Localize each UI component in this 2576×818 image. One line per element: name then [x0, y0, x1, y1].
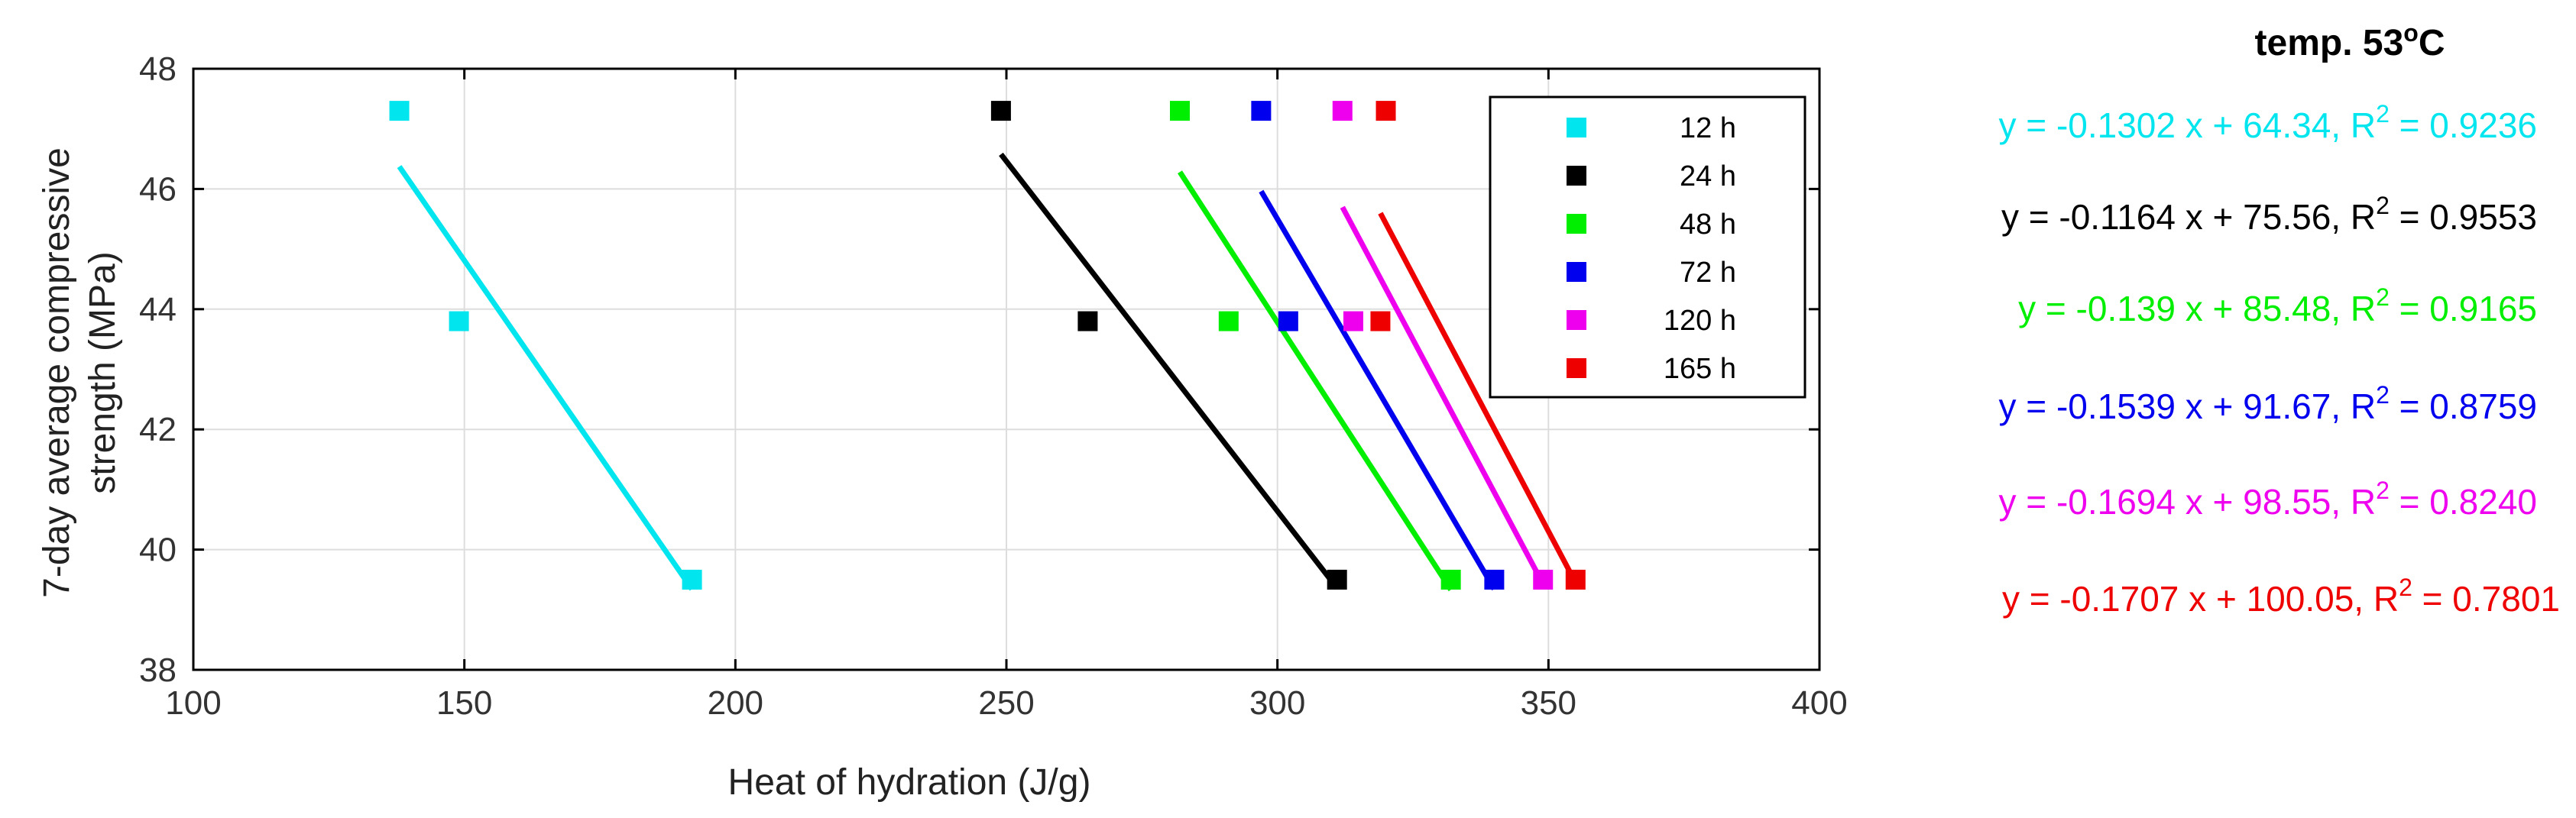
- legend-label-165-h: 165 h: [1664, 353, 1736, 385]
- x-tick-label: 350: [1521, 684, 1576, 722]
- data-point-24-h: [1327, 569, 1347, 590]
- chart-title: temp. 53oC: [2255, 19, 2445, 63]
- data-point-72-h: [1278, 311, 1298, 331]
- legend-label-48-h: 48 h: [1680, 209, 1736, 241]
- legend-marker-72-h: [1567, 262, 1586, 282]
- x-tick-label: 200: [708, 684, 763, 722]
- data-point-165-h: [1370, 311, 1391, 331]
- legend-label-120-h: 120 h: [1664, 305, 1736, 337]
- fit-line-120-h: [1340, 205, 1546, 586]
- title-unit: C: [2419, 23, 2445, 63]
- data-point-12-h: [682, 569, 702, 590]
- x-tick-label: 100: [165, 684, 221, 722]
- legend-label-12-h: 12 h: [1680, 112, 1736, 144]
- y-axis-title-line1: 7-day average compressive: [37, 147, 77, 598]
- equation-120-h: y = -0.1694 x + 98.55, R2 = 0.8240: [1999, 477, 2537, 522]
- data-point-165-h: [1565, 569, 1586, 590]
- data-point-120-h: [1533, 569, 1554, 590]
- equation-165-h: y = -0.1707 x + 100.05, R2 = 0.7801: [2002, 574, 2560, 619]
- data-points: [389, 101, 1586, 590]
- fit-line-72-h: [1259, 189, 1497, 590]
- y-tick-label: 44: [139, 291, 177, 328]
- data-point-120-h: [1332, 101, 1353, 121]
- data-point-48-h: [1169, 101, 1190, 121]
- fit-line-48-h: [1178, 170, 1453, 592]
- legend-marker-24-h: [1567, 166, 1586, 186]
- ticks-layer: 100 150 200 250 300 350 400 38 40 42 44 46 48: [139, 50, 1848, 722]
- x-tick-label: 400: [1791, 684, 1847, 722]
- fit-lines: [397, 152, 1578, 592]
- x-axis-title: Heat of hydration (J/g): [728, 762, 1091, 803]
- equation-12-h: y = -0.1302 x + 64.34, R2 = 0.9236: [1999, 100, 2537, 145]
- y-tick-label: 48: [139, 50, 177, 88]
- y-tick-label: 38: [139, 651, 177, 689]
- y-tick-label: 42: [139, 411, 177, 448]
- fit-line-165-h: [1378, 212, 1578, 584]
- data-point-24-h: [990, 101, 1011, 121]
- x-tick-label: 150: [436, 684, 492, 722]
- x-tick-label: 300: [1249, 684, 1305, 722]
- data-point-120-h: [1343, 311, 1363, 331]
- equations: y = -0.1302 x + 64.34, R2 = 0.9236 y = -0…: [1999, 100, 2560, 619]
- y-tick-label: 46: [139, 170, 177, 208]
- equation-24-h: y = -0.1164 x + 75.56, R2 = 0.9553: [2001, 192, 2537, 237]
- legend-box: [1489, 95, 1806, 399]
- data-point-72-h: [1484, 569, 1505, 590]
- legend-marker-120-h: [1567, 310, 1586, 330]
- data-point-12-h: [389, 101, 410, 121]
- data-point-12-h: [449, 311, 469, 331]
- equation-72-h: y = -0.1539 x + 91.67, R2 = 0.8759: [1999, 381, 2537, 426]
- data-point-48-h: [1440, 569, 1461, 590]
- title-degree: o: [2403, 19, 2419, 47]
- data-point-165-h: [1375, 101, 1396, 121]
- data-point-72-h: [1251, 101, 1272, 121]
- legend: 12 h 24 h 48 h 72 h 120 h 165 h: [1489, 95, 1806, 399]
- fit-line-24-h: [999, 152, 1340, 590]
- data-point-24-h: [1077, 311, 1098, 331]
- legend-marker-165-h: [1567, 358, 1586, 378]
- y-tick-label: 40: [139, 532, 177, 569]
- data-point-48-h: [1218, 311, 1239, 331]
- x-tick-label: 250: [978, 684, 1034, 722]
- legend-marker-12-h: [1567, 118, 1586, 137]
- legend-label-24-h: 24 h: [1680, 160, 1736, 192]
- legend-marker-48-h: [1567, 214, 1586, 234]
- fit-line-12-h: [397, 165, 695, 591]
- y-axis-title-line2: strength (MPa): [83, 251, 123, 493]
- equation-48-h: y = -0.139 x + 85.48, R2 = 0.9165: [2018, 283, 2537, 328]
- legend-label-72-h: 72 h: [1680, 257, 1736, 289]
